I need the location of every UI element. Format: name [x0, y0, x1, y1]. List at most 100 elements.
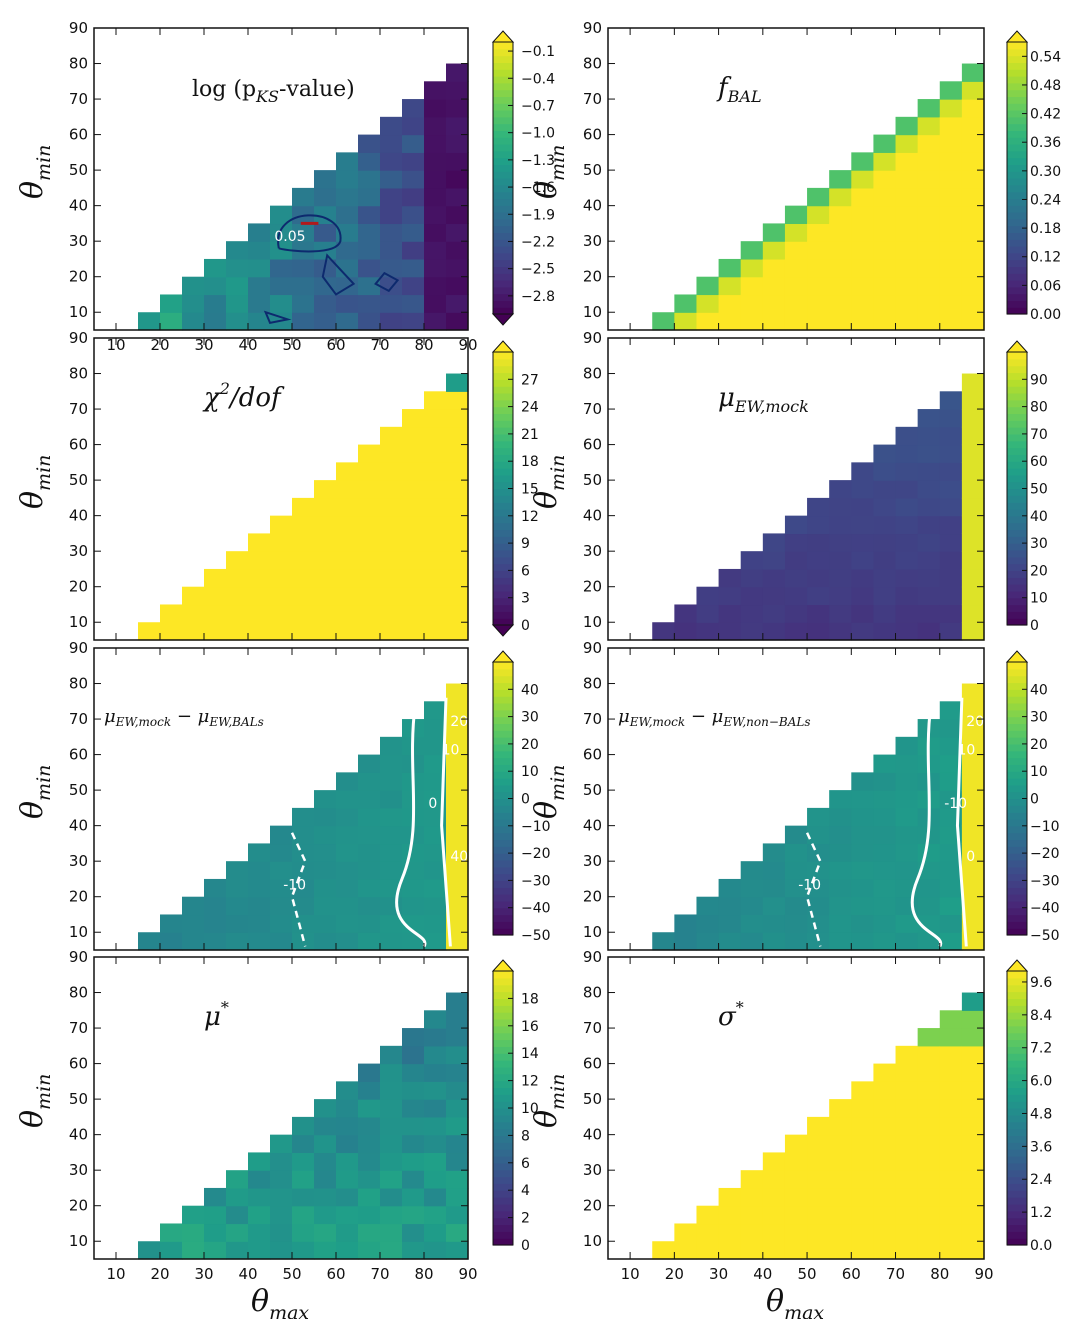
y-axis-label-main: θ	[529, 491, 564, 509]
heatmap-cell	[829, 932, 852, 951]
y-tick-label: 80	[69, 984, 88, 1002]
colorbar-segment	[1007, 1183, 1027, 1191]
heatmap-cell	[917, 843, 941, 862]
colorbar-segment	[493, 123, 513, 131]
heatmap-cell	[424, 586, 447, 606]
heatmap-cell	[248, 533, 271, 552]
heatmap-cell	[314, 1116, 337, 1136]
y-axis-label: θmin	[529, 145, 569, 199]
heatmap-cell	[917, 878, 941, 898]
heatmap-cell	[270, 294, 293, 313]
colorbar-segment	[1007, 1197, 1027, 1205]
heatmap-cell	[446, 63, 469, 82]
heatmap-cell	[718, 1241, 742, 1260]
heatmap-cell	[674, 312, 698, 331]
heatmap-cell	[182, 312, 205, 331]
contour-label: 10	[442, 743, 460, 759]
heatmap-cell	[917, 1223, 941, 1242]
heatmap-cell	[380, 622, 403, 641]
colorbar-segment	[493, 584, 513, 592]
heatmap-cell	[895, 861, 919, 880]
heatmap-cell	[292, 843, 315, 862]
colorbar-segment	[493, 771, 513, 779]
contour-line	[955, 697, 968, 947]
heatmap-cell	[380, 134, 403, 153]
y-tick-label: 50	[583, 781, 602, 799]
heatmap-cell	[718, 1205, 742, 1225]
colorbar-extend-max	[491, 340, 515, 353]
colorbar-segment	[1007, 1073, 1027, 1082]
heatmap-cell	[873, 223, 897, 242]
colorbar-segment	[493, 420, 513, 428]
heatmap-cell	[292, 568, 315, 588]
heatmap-cell	[829, 914, 852, 933]
contour-label: 20	[450, 714, 468, 730]
heatmap-cell	[424, 551, 447, 570]
colorbar-segment	[493, 1032, 513, 1041]
colorbar-segment	[1007, 502, 1027, 510]
heatmap-cell	[424, 736, 447, 756]
heatmap-cell	[873, 1099, 897, 1118]
heatmap-cell	[829, 187, 852, 207]
heatmap-cell	[829, 533, 852, 552]
heatmap-cell	[873, 551, 897, 570]
heatmap-cell	[762, 551, 786, 570]
colorbar-segment	[1007, 1060, 1027, 1068]
colorbar-segment	[493, 171, 513, 179]
colorbar-segment	[1007, 907, 1027, 916]
colorbar-segment	[1007, 420, 1027, 428]
heatmap-cell	[226, 568, 249, 588]
heatmap-cell	[784, 896, 808, 916]
colorbar-tick-label: 21	[521, 427, 539, 443]
heatmap-cell	[696, 604, 720, 623]
colorbar: 9.68.47.26.04.83.62.41.20.0	[1005, 959, 1052, 1254]
panel-title: μEW,mock − μEW,BALs	[104, 706, 264, 729]
colorbar-segment	[493, 157, 513, 165]
heatmap-cell	[807, 1205, 830, 1225]
colorbar-segment	[493, 259, 513, 267]
colorbar-segment	[493, 1114, 513, 1123]
colorbar-tick-label: 8.4	[1030, 1008, 1052, 1024]
heatmap-cell	[336, 586, 359, 606]
heatmap-cell	[851, 586, 875, 606]
colorbar-segment	[1007, 150, 1027, 159]
colorbar-segment	[1007, 1094, 1027, 1102]
colorbar-segment	[1007, 1039, 1027, 1047]
heatmap-cell	[807, 533, 830, 552]
heatmap-cells	[652, 373, 985, 641]
heatmap-cell	[961, 1152, 985, 1171]
heatmap-cell	[873, 932, 897, 951]
colorbar-segment	[1007, 62, 1027, 70]
heatmap-cell	[380, 1152, 403, 1171]
heatmap-cell	[851, 152, 875, 171]
heatmap-cell	[358, 1081, 381, 1100]
heatmap-cell	[402, 462, 425, 481]
colorbar-segment	[1007, 590, 1027, 599]
colorbar-segment	[493, 110, 513, 118]
colorbar-segment	[1007, 971, 1027, 979]
heatmap-cell	[917, 152, 941, 171]
colorbar-segment	[493, 252, 513, 261]
heatmap-cell	[718, 878, 742, 898]
heatmap-cell	[917, 1045, 941, 1065]
heatmap-cell	[762, 586, 786, 606]
colorbar-segment	[493, 508, 513, 517]
x-tick-label: 10	[106, 1265, 125, 1283]
heatmap-cell	[895, 914, 919, 933]
colorbar-tick-label: 8	[521, 1128, 530, 1144]
heatmap-cell	[961, 683, 985, 702]
colorbar-segment	[493, 812, 513, 820]
heatmap-cell	[314, 515, 337, 535]
heatmap-cell	[807, 205, 830, 225]
colorbar-segment	[1007, 365, 1027, 374]
heatmap-cell	[740, 1205, 764, 1225]
heatmap-cell	[292, 1116, 315, 1136]
colorbar-extend-max	[491, 959, 515, 972]
heatmap-cell	[270, 932, 293, 951]
heatmap-cell	[961, 1081, 985, 1100]
heatmap-cell	[762, 1223, 786, 1242]
heatmap-cell	[851, 1134, 875, 1154]
